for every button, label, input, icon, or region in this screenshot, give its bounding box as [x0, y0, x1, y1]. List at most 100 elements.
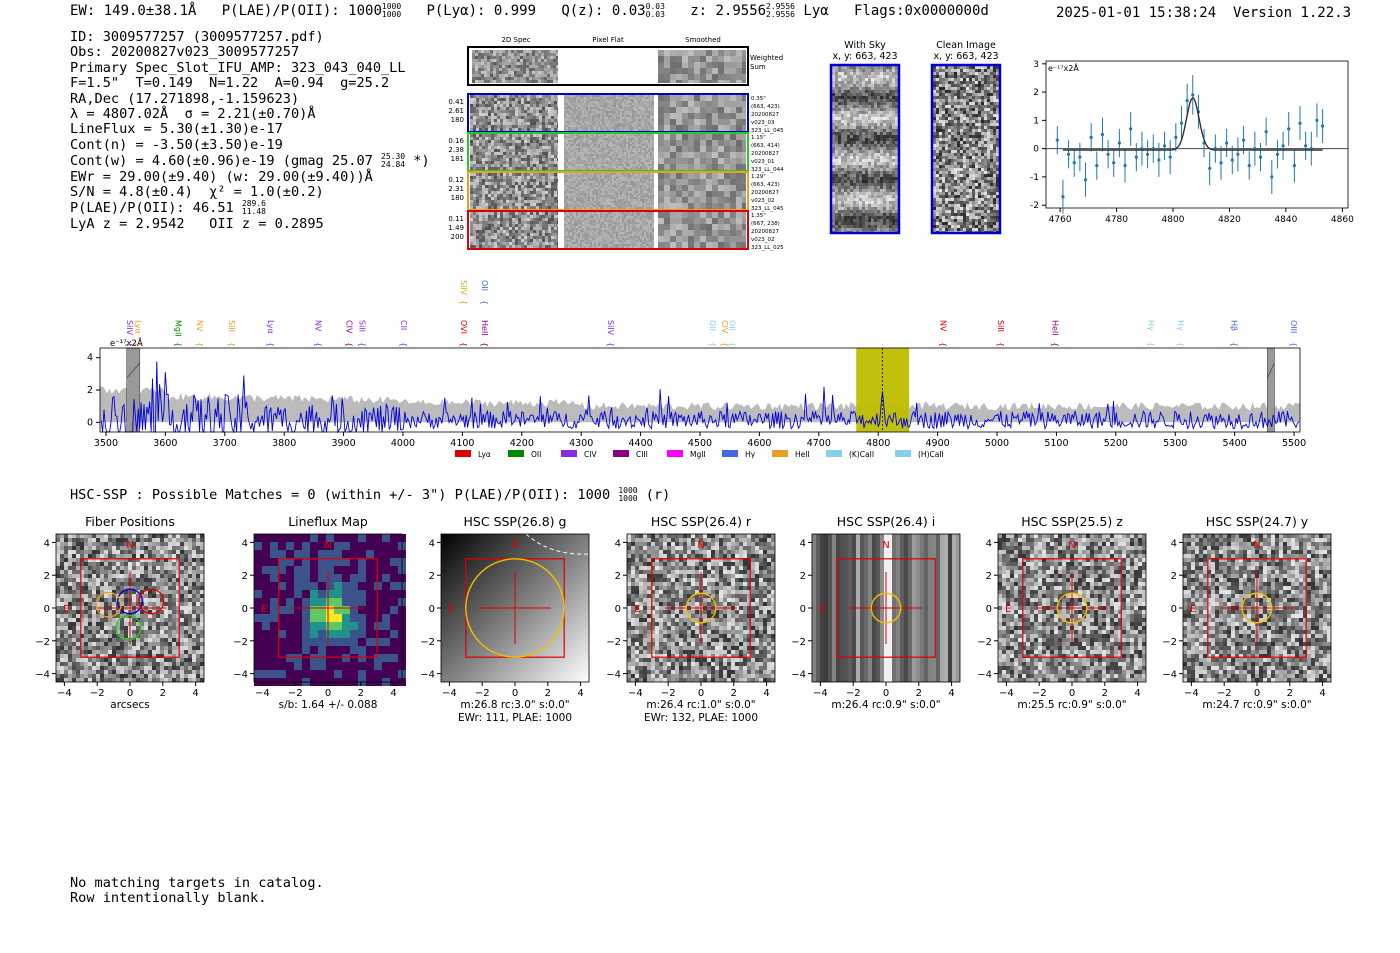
pixel	[610, 144, 612, 146]
pixel	[544, 59, 547, 62]
pixel	[491, 197, 494, 200]
pixel	[608, 191, 610, 193]
pixel	[473, 182, 476, 185]
pixel	[634, 111, 636, 113]
pixel	[496, 65, 499, 68]
pixel	[521, 224, 524, 227]
pixel	[491, 128, 494, 131]
pixel	[616, 140, 618, 142]
pixel	[650, 197, 652, 199]
pixel	[518, 134, 521, 137]
pixel	[590, 185, 592, 187]
pixel	[523, 77, 526, 80]
pixel	[521, 164, 524, 167]
pixel	[588, 195, 590, 197]
pixel	[539, 185, 542, 188]
pixel	[646, 107, 648, 109]
pixel	[576, 113, 578, 115]
pixel	[580, 95, 582, 97]
pixel	[606, 99, 608, 101]
pixel	[590, 166, 592, 168]
pixel	[539, 95, 542, 98]
pixel	[590, 179, 592, 181]
pixel	[592, 185, 594, 187]
pixel	[509, 164, 512, 167]
pixel	[626, 216, 628, 218]
pixel	[588, 152, 590, 154]
pixel	[533, 179, 536, 182]
pixel	[512, 143, 515, 146]
pixel	[612, 146, 614, 148]
pixel	[676, 203, 682, 209]
pixel	[620, 129, 622, 131]
pixel	[610, 203, 612, 205]
pixel	[646, 115, 648, 117]
pixel	[622, 95, 624, 97]
pixel	[580, 168, 582, 170]
pixel	[638, 168, 640, 170]
pixel	[580, 199, 582, 201]
pixel	[497, 164, 500, 167]
pixel	[586, 129, 588, 131]
pixel	[622, 183, 624, 185]
pixel	[564, 212, 566, 214]
pixel	[616, 195, 618, 197]
pixel	[622, 129, 624, 131]
row-smoothed	[658, 134, 746, 170]
pixel	[730, 107, 736, 113]
pixel	[554, 110, 557, 113]
pixel	[614, 175, 616, 177]
pixel	[572, 218, 574, 220]
pixel	[529, 50, 532, 53]
pixel	[527, 119, 530, 122]
pixel	[642, 203, 644, 205]
pixel	[548, 215, 551, 218]
pixel	[610, 160, 612, 162]
pixel	[503, 143, 506, 146]
pixel	[545, 161, 548, 164]
pixel	[646, 140, 648, 142]
pixel	[606, 187, 608, 189]
pixel	[602, 195, 604, 197]
pixel	[503, 173, 506, 176]
pixel	[644, 177, 646, 179]
pixel	[476, 185, 479, 188]
pixel	[630, 148, 632, 150]
pixel	[622, 119, 624, 121]
pixel	[616, 168, 618, 170]
pixel	[550, 71, 553, 74]
pixel	[632, 113, 634, 115]
pixel	[644, 218, 646, 220]
pixel	[682, 113, 688, 119]
pixel	[506, 95, 509, 98]
pixel	[628, 107, 630, 109]
pixel	[646, 187, 648, 189]
pixel	[610, 129, 612, 131]
pixel	[602, 129, 604, 131]
pixel	[638, 129, 640, 131]
pixel	[688, 191, 694, 197]
pixel	[527, 197, 530, 200]
pixel	[539, 224, 542, 227]
pixel	[614, 99, 616, 101]
pixel	[652, 111, 654, 113]
pixel	[584, 99, 586, 101]
pixel	[473, 107, 476, 110]
pixel	[564, 152, 566, 154]
pixel	[518, 197, 521, 200]
pixel	[604, 191, 606, 193]
pixel	[670, 164, 676, 170]
pixel	[536, 224, 539, 227]
header-plae-frac: 1000 1000	[381, 2, 402, 19]
pixel	[479, 212, 482, 215]
pixel	[572, 158, 574, 160]
pixel	[530, 167, 533, 170]
pixel	[580, 203, 582, 205]
pixel	[586, 162, 588, 164]
pixel	[620, 189, 622, 191]
pixel	[576, 99, 578, 101]
pixel	[594, 156, 596, 158]
pixel	[568, 228, 570, 230]
pixel	[628, 175, 630, 177]
pixel	[588, 142, 590, 144]
